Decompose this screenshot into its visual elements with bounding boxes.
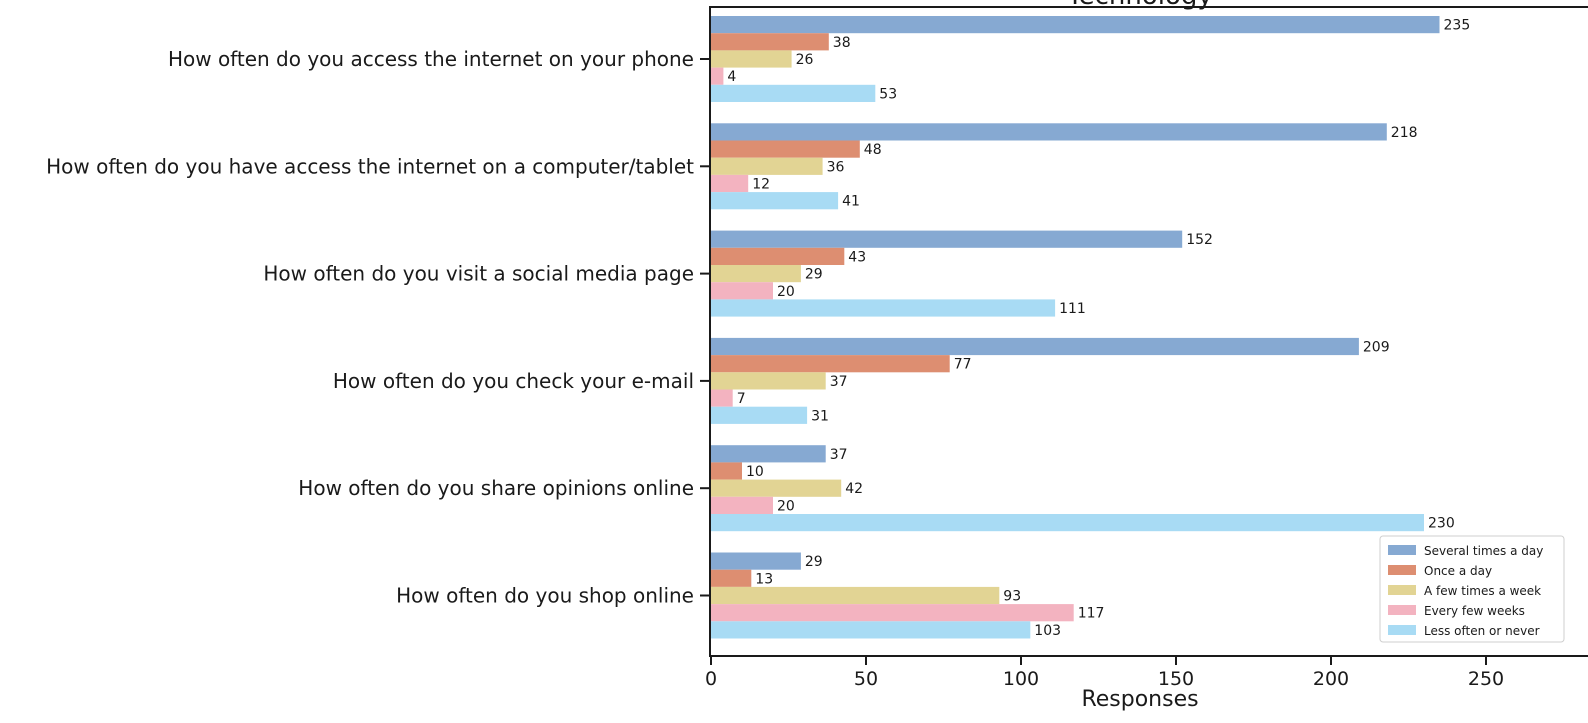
bar <box>711 337 1359 356</box>
bar <box>711 462 742 480</box>
bar-value-label: 13 <box>755 571 773 587</box>
bar-value-label: 48 <box>864 142 882 158</box>
x-tick-label: 100 <box>1003 668 1039 690</box>
bar <box>711 479 842 497</box>
bar-value-label: 152 <box>1186 232 1213 248</box>
bar-value-label: 38 <box>833 35 851 51</box>
bar-value-label: 111 <box>1059 301 1086 317</box>
bar-value-label: 29 <box>805 267 823 283</box>
category-label: How often do you check your e-mail <box>333 369 694 393</box>
bar <box>711 355 950 373</box>
legend-label: Several times a day <box>1424 544 1543 558</box>
bar-value-label: 218 <box>1391 125 1418 141</box>
legend-swatch <box>1388 565 1416 575</box>
bar-value-label: 235 <box>1444 18 1471 34</box>
bar <box>711 192 839 210</box>
bar-value-label: 4 <box>727 69 736 85</box>
bar <box>711 389 733 407</box>
bar-value-label: 209 <box>1363 340 1390 356</box>
bar-value-label: 93 <box>1003 589 1021 605</box>
bar-value-label: 230 <box>1428 516 1455 532</box>
category-label: How often do you visit a social media pa… <box>263 262 694 286</box>
legend-swatch <box>1388 605 1416 615</box>
bar <box>711 621 1031 639</box>
bar-value-label: 12 <box>752 177 770 193</box>
legend-label: A few times a week <box>1424 584 1541 598</box>
legend-label: Less often or never <box>1424 624 1540 638</box>
bar <box>711 67 724 85</box>
x-tick-label: 150 <box>1158 668 1194 690</box>
bar-value-label: 103 <box>1034 623 1061 639</box>
category-label: How often do you access the internet on … <box>168 47 694 71</box>
bar-value-label: 37 <box>830 374 848 390</box>
category-label: How often do you shop online <box>396 584 694 608</box>
bar-value-label: 20 <box>777 284 795 300</box>
plot-frame <box>709 6 1588 657</box>
value-labels-group: 235 38 26 4 53 218 48 36 12 41 152 43 29 20 111 209 77 37… <box>727 18 1470 639</box>
chart-title: Technology <box>1066 0 1213 11</box>
bar-value-label: 7 <box>737 391 746 407</box>
x-axis-title: Responses <box>1081 687 1198 712</box>
bar-value-label: 41 <box>842 194 860 210</box>
bar <box>711 406 808 424</box>
x-axis-ticks-group: 0 50 100 150 200 250 <box>700 58 1504 690</box>
bar <box>711 123 1387 141</box>
bars-group <box>711 16 1440 639</box>
category-label: How often do you have access the interne… <box>46 154 694 178</box>
category-label: How often do you share opinions online <box>298 476 694 500</box>
bar <box>711 445 826 463</box>
bar <box>711 16 1440 34</box>
legend: Several times a day Once a day A few times… <box>1379 535 1565 643</box>
category-labels-group: How often do you access the internet on … <box>46 47 694 608</box>
bar <box>711 84 876 102</box>
legend-swatch <box>1388 585 1416 595</box>
legend-swatch <box>1388 625 1416 635</box>
bar <box>711 230 1183 248</box>
x-tick-label: 250 <box>1468 668 1504 690</box>
bar-value-label: 26 <box>796 52 814 68</box>
bar-value-label: 36 <box>827 159 845 175</box>
bar-value-label: 29 <box>805 554 823 570</box>
bar-value-label: 20 <box>777 498 795 514</box>
bar-value-label: 77 <box>954 357 972 373</box>
bar-value-label: 10 <box>746 464 764 480</box>
bar <box>711 140 860 158</box>
legend-swatch <box>1388 545 1416 555</box>
bar-value-label: 42 <box>845 481 863 497</box>
x-tick-label: 0 <box>705 668 717 690</box>
bar <box>711 33 829 51</box>
bar <box>711 299 1056 317</box>
bar <box>711 174 749 193</box>
bar <box>711 157 823 175</box>
legend-box <box>1379 535 1565 643</box>
bar <box>711 496 773 514</box>
bar <box>711 514 1424 532</box>
bar <box>711 586 1000 605</box>
bar <box>711 50 792 68</box>
bar-value-label: 117 <box>1078 606 1105 622</box>
bar-value-label: 53 <box>879 86 897 102</box>
bar <box>711 604 1074 622</box>
x-tick-label: 50 <box>854 668 878 690</box>
x-tick-label: 200 <box>1313 668 1349 690</box>
legend-label: Once a day <box>1424 564 1492 578</box>
bar <box>711 265 801 283</box>
bar-value-label: 43 <box>848 249 866 265</box>
bar-value-label: 37 <box>830 447 848 463</box>
bar <box>711 552 801 570</box>
bar <box>711 569 752 587</box>
bar <box>711 372 826 390</box>
legend-label: Every few weeks <box>1424 604 1525 618</box>
bar-value-label: 31 <box>811 408 829 424</box>
bar <box>711 247 845 265</box>
bar <box>711 282 773 300</box>
